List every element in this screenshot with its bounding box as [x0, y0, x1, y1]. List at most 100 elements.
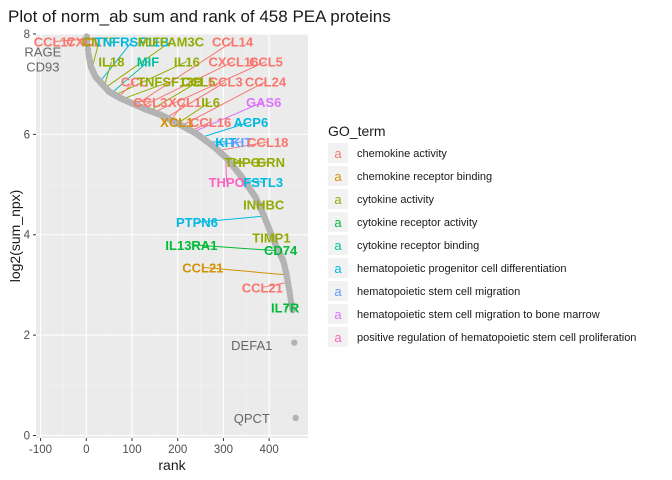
point-label: CXCL: [66, 35, 101, 50]
point-label: CCL18: [247, 135, 288, 150]
legend-entry: hematopoietic stem cell migration to bon…: [357, 309, 600, 321]
label-connector: [231, 161, 271, 164]
point-label: CNTF: [82, 35, 117, 50]
point-label: FSTL3: [243, 175, 283, 190]
y-tick-label: 4: [24, 230, 31, 242]
legend-key: [328, 281, 348, 301]
legend-entry: cytokine receptor binding: [357, 240, 479, 252]
legend-key: [328, 327, 348, 347]
chart-title: Plot of norm_ab sum and rank of 458 PEA …: [8, 7, 391, 26]
point-label: CCL5: [181, 75, 215, 90]
point-label: XCL1: [160, 115, 193, 130]
label-connector: [202, 121, 252, 138]
point-label: IL13RA1: [165, 238, 217, 253]
point-label: MIF: [137, 55, 159, 70]
point-label: TIMP1: [252, 230, 290, 245]
label-connector: [196, 215, 264, 223]
data-points: [83, 33, 299, 422]
data-point: [289, 306, 297, 314]
plot-panel: [36, 34, 308, 438]
x-tick-label: 400: [260, 444, 279, 456]
legend-key-glyph: a: [334, 169, 342, 184]
legend-entry: positive regulation of hematopoietic ste…: [357, 332, 636, 344]
y-tick-label: 8: [24, 29, 30, 41]
x-tick-label: 100: [122, 444, 141, 456]
point-label: TNFSF13B: [137, 75, 203, 90]
label-connector: [136, 41, 233, 105]
legend-key-glyph: a: [334, 307, 342, 322]
legend-key-glyph: a: [334, 261, 342, 276]
label-connector: [121, 81, 171, 100]
point-label: CCL17: [34, 35, 75, 50]
point-label: KIT: [231, 135, 252, 150]
legend-key: [328, 189, 348, 209]
label-connector: [177, 101, 211, 124]
legend-key: [328, 258, 348, 278]
point-label: IL18: [98, 55, 124, 70]
point-label: THPO: [225, 155, 261, 170]
point-label: XCL1: [168, 95, 201, 110]
label-connector: [213, 141, 242, 146]
label-connector: [117, 81, 135, 98]
point-label: IL16: [174, 55, 200, 70]
legend-entry: cytokine receptor activity: [357, 217, 478, 229]
y-axis: 0 2 4 6 8: [24, 29, 36, 442]
legend-entry: cytokine activity: [357, 194, 435, 206]
label-connector: [202, 266, 287, 276]
legend-title: GO_term: [328, 123, 386, 139]
label-connector: [182, 81, 266, 126]
point-label: KIT: [215, 135, 236, 150]
point-label: CXCL16: [209, 55, 259, 70]
point-label: GAS6: [246, 95, 281, 110]
point-label: PTPN6: [176, 215, 218, 230]
point-label: INHBC: [243, 198, 285, 213]
point-label: CCL5: [249, 55, 283, 70]
legend-key: [328, 212, 348, 232]
point-label: CCL: [121, 75, 148, 90]
point-label: QPCT: [234, 411, 270, 426]
label-connector: [218, 141, 268, 151]
label-connector: [104, 61, 112, 86]
legend-key-glyph: a: [334, 330, 342, 345]
label-connector: [170, 101, 185, 121]
y-axis-label: log2(sum_npx): [7, 190, 23, 283]
legend-entry: chemokine activity: [357, 148, 447, 160]
label-connector: [106, 41, 172, 88]
legend-key: [328, 235, 348, 255]
point-label: RAGE: [24, 45, 61, 60]
x-tick-label: -100: [29, 444, 52, 456]
point-label: CCL14: [212, 35, 254, 50]
point-label: DEFA1: [231, 338, 272, 353]
label-connector: [54, 38, 88, 43]
point-label: CCL21: [182, 260, 223, 275]
point-label: TNFRSF11B: [95, 35, 169, 50]
point-label: GRN: [256, 155, 285, 170]
legend-key-glyph: a: [334, 146, 342, 161]
legend-key: [328, 143, 348, 163]
x-axis-label: rank: [158, 457, 186, 473]
legend-key: [328, 304, 348, 324]
point-label: CCL3: [209, 75, 243, 90]
label-connector: [191, 244, 279, 252]
label-connector: [140, 61, 234, 108]
label-connector: [150, 81, 199, 111]
y-tick-label: 2: [24, 330, 30, 342]
point-label: CD93: [26, 60, 59, 75]
legend-entry: hematopoietic stem cell migration: [357, 286, 520, 298]
x-tick-label: 0: [83, 444, 89, 456]
label-connector: [111, 61, 149, 94]
x-axis: -100 0 100 200 300 400: [29, 438, 279, 456]
y-tick-label: 6: [24, 129, 30, 141]
point-label: CCL16: [190, 115, 231, 130]
label-connector: [99, 41, 133, 82]
x-tick-label: 200: [168, 444, 187, 456]
point-label: IL7R: [271, 301, 300, 316]
legend-key-glyph: a: [334, 215, 342, 230]
label-connector: [262, 281, 288, 288]
point-label: CD74: [264, 243, 298, 258]
legend-key-glyph: a: [334, 284, 342, 299]
data-point: [292, 414, 299, 422]
legend-key: [328, 166, 348, 186]
